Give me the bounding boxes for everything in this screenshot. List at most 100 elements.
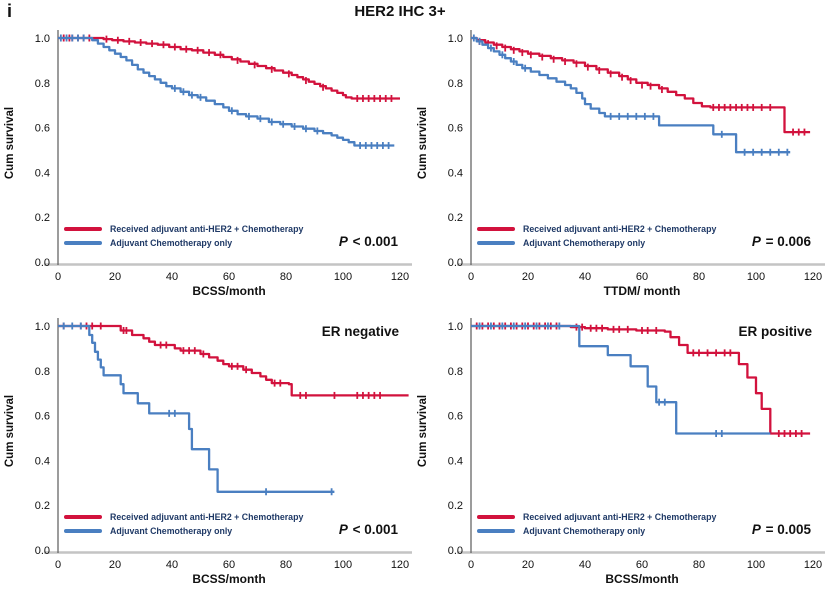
figure-index-label: i (7, 1, 13, 21)
y-tick-label: 0.4 (35, 167, 50, 179)
x-tick-label: 100 (747, 559, 765, 571)
x-tick-label: 80 (693, 271, 705, 283)
legend-label: Adjuvant Chemotherapy only (110, 526, 233, 536)
survival-curve-anti-her2 (471, 324, 811, 435)
x-tick-label: 20 (522, 559, 534, 571)
km-plot-ttdm-all: 0 20 40 60 80 100 120 1.0 0.8 0.6 0.4 0.2 0.0 (448, 30, 825, 283)
x-tick-label: 60 (636, 559, 648, 571)
legend-label: Received adjuvant anti-HER2 + Chemothera… (110, 512, 304, 522)
legend-item-anti-her2: Received adjuvant anti-HER2 + Chemothera… (64, 222, 303, 236)
x-tick-label: 40 (166, 271, 178, 283)
y-tick-label: 0.6 (448, 123, 463, 135)
legend-swatch-red (64, 227, 102, 231)
legend-swatch-red (64, 515, 102, 519)
legend-item-anti-her2: Received adjuvant anti-HER2 + Chemothera… (64, 510, 303, 524)
x-tick-label: 100 (747, 271, 765, 283)
x-tick-label: 120 (391, 559, 409, 571)
x-axis-label: TTDM/ month (603, 284, 681, 298)
x-tick-label: 40 (579, 271, 591, 283)
y-tick-label: 0.2 (448, 212, 463, 224)
p-value: P < 0.001 (338, 234, 398, 249)
legend: Received adjuvant anti-HER2 + Chemothera… (477, 222, 716, 250)
km-plot-bcss-all: 0 20 40 60 80 100 120 1.0 0.8 0.6 0.4 0.2 0.0 (35, 30, 412, 283)
survival-curve-chemo-only (58, 324, 335, 493)
legend: Received adjuvant anti-HER2 + Chemothera… (477, 510, 716, 538)
x-tick-label: 40 (579, 559, 591, 571)
km-plot-bcss-er-positive: 0 20 40 60 80 100 120 1.0 0.8 0.6 0.4 0.2 0.0 (448, 318, 825, 571)
x-tick-label: 40 (166, 559, 178, 571)
y-tick-label: 0.2 (448, 500, 463, 512)
y-tick-label: 0.8 (448, 78, 463, 90)
legend-label: Received adjuvant anti-HER2 + Chemothera… (523, 224, 717, 234)
x-tick-label: 120 (391, 271, 409, 283)
y-tick-label: 0.8 (448, 366, 463, 378)
legend-item-chemo-only: Adjuvant Chemotherapy only (477, 236, 716, 250)
panel-grid: 0 20 40 60 80 100 120 1.0 0.8 0.6 0.4 0.2 0.0 Cum su… (0, 24, 826, 607)
y-tick-label: 0.2 (35, 212, 50, 224)
legend-swatch-red (477, 515, 515, 519)
y-tick-label: 0.4 (448, 455, 463, 467)
x-tick-label: 60 (636, 271, 648, 283)
x-tick-label: 20 (109, 559, 121, 571)
y-tick-label: 1.0 (448, 321, 463, 333)
x-tick-label: 80 (693, 559, 705, 571)
y-tick-label: 0.8 (35, 78, 50, 90)
legend-item-chemo-only: Adjuvant Chemotherapy only (477, 524, 716, 538)
legend-item-anti-her2: Received adjuvant anti-HER2 + Chemothera… (477, 222, 716, 236)
legend-swatch-blue (64, 241, 102, 245)
x-tick-label: 80 (280, 271, 292, 283)
y-tick-label: 0.0 (448, 545, 463, 557)
x-tick-label: 80 (280, 559, 292, 571)
x-tick-label: 100 (334, 559, 352, 571)
y-axis-label: Cum survival (417, 106, 429, 180)
x-axis-label: BCSS/month (192, 572, 266, 586)
p-value: P < 0.001 (338, 522, 398, 537)
km-panel-ttdm-all: 0 20 40 60 80 100 120 1.0 0.8 0.6 0.4 0.2 0.0 Cum su… (413, 24, 826, 312)
x-tick-label: 0 (468, 271, 474, 283)
x-tick-label: 0 (55, 271, 61, 283)
legend: Received adjuvant anti-HER2 + Chemothera… (64, 510, 303, 538)
y-tick-label: 0.0 (35, 545, 50, 557)
y-axis-label: Cum survival (417, 394, 429, 468)
y-tick-label: 1.0 (448, 33, 463, 45)
legend-swatch-blue (477, 529, 515, 533)
figure-title: HER2 IHC 3+ (354, 3, 446, 20)
y-tick-label: 0.2 (35, 500, 50, 512)
x-tick-label: 20 (522, 271, 534, 283)
km-panel-bcss-er-negative: 0 20 40 60 80 100 120 1.0 0.8 0.6 0.4 0.2 0.0 Cum su… (0, 312, 413, 607)
km-plot-bcss-er-negative: 0 20 40 60 80 100 120 1.0 0.8 0.6 0.4 0.2 0.0 (35, 318, 412, 571)
y-tick-label: 0.0 (448, 257, 463, 269)
legend-label: Adjuvant Chemotherapy only (110, 238, 233, 248)
x-tick-label: 100 (334, 271, 352, 283)
p-value: P = 0.006 (751, 234, 811, 249)
survival-curve-chemo-only (58, 36, 395, 147)
x-tick-label: 20 (109, 271, 121, 283)
x-tick-label: 0 (468, 559, 474, 571)
y-tick-label: 1.0 (35, 33, 50, 45)
x-tick-label: 60 (223, 271, 235, 283)
y-tick-label: 0.8 (35, 366, 50, 378)
km-panel-bcss-all: 0 20 40 60 80 100 120 1.0 0.8 0.6 0.4 0.2 0.0 Cum su… (0, 24, 413, 312)
survival-curve-chemo-only (471, 36, 791, 154)
y-tick-label: 0.0 (35, 257, 50, 269)
km-panel-bcss-er-positive: 0 20 40 60 80 100 120 1.0 0.8 0.6 0.4 0.2 0.0 Cum su… (413, 312, 826, 607)
panel-annotation: ER positive (738, 324, 812, 339)
y-tick-label: 0.6 (448, 411, 463, 423)
y-axis-label: Cum survival (4, 394, 16, 468)
legend-label: Adjuvant Chemotherapy only (523, 238, 646, 248)
survival-curve-chemo-only (471, 324, 771, 435)
legend-swatch-red (477, 227, 515, 231)
panel-annotation: ER negative (321, 324, 399, 339)
p-value: P = 0.005 (751, 522, 811, 537)
x-tick-label: 0 (55, 559, 61, 571)
x-axis-label: BCSS/month (605, 572, 679, 586)
y-axis-label: Cum survival (4, 106, 16, 180)
legend-label: Received adjuvant anti-HER2 + Chemothera… (110, 224, 304, 234)
x-tick-label: 60 (223, 559, 235, 571)
legend-label: Adjuvant Chemotherapy only (523, 526, 646, 536)
legend-label: Received adjuvant anti-HER2 + Chemothera… (523, 512, 717, 522)
y-tick-label: 0.6 (35, 411, 50, 423)
legend-item-anti-her2: Received adjuvant anti-HER2 + Chemothera… (477, 510, 716, 524)
legend: Received adjuvant anti-HER2 + Chemothera… (64, 222, 303, 250)
